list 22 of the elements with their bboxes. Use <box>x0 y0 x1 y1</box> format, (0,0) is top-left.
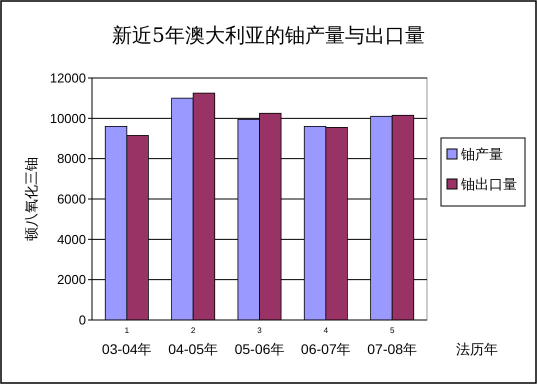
x-tick-label: 06-07年 <box>300 341 351 357</box>
y-tick-label: 12000 <box>50 70 86 86</box>
y-tick-label: 4000 <box>57 232 86 247</box>
x-tick-label: 07-08年 <box>367 341 418 357</box>
y-tick-label: 0 <box>78 312 86 328</box>
x-tick-label: 05-06年 <box>234 341 284 357</box>
text: 2 <box>190 326 196 335</box>
x-tick-label: 03-04年 <box>102 341 152 357</box>
text: 3 <box>257 326 262 335</box>
x-tick-label: 04-05年 <box>168 341 218 357</box>
legend-label: 铀产量 <box>460 146 503 162</box>
legend-label: 铀出口量 <box>460 176 517 192</box>
y-tick-label: 2000 <box>57 272 86 288</box>
text: 4 <box>324 326 329 335</box>
chart-title: 新近5年澳大利亚的铀产量与出口量 <box>112 23 425 47</box>
y-tick-label: 8000 <box>57 151 86 166</box>
text: 1 <box>124 326 130 335</box>
x-axis-title: 法历年 <box>456 341 498 357</box>
text: 5 <box>390 326 395 335</box>
y-tick-label: 6000 <box>57 192 86 207</box>
y-axis-title: 顿八氧化三铀 <box>23 157 39 241</box>
y-tick-label: 10000 <box>50 110 86 126</box>
